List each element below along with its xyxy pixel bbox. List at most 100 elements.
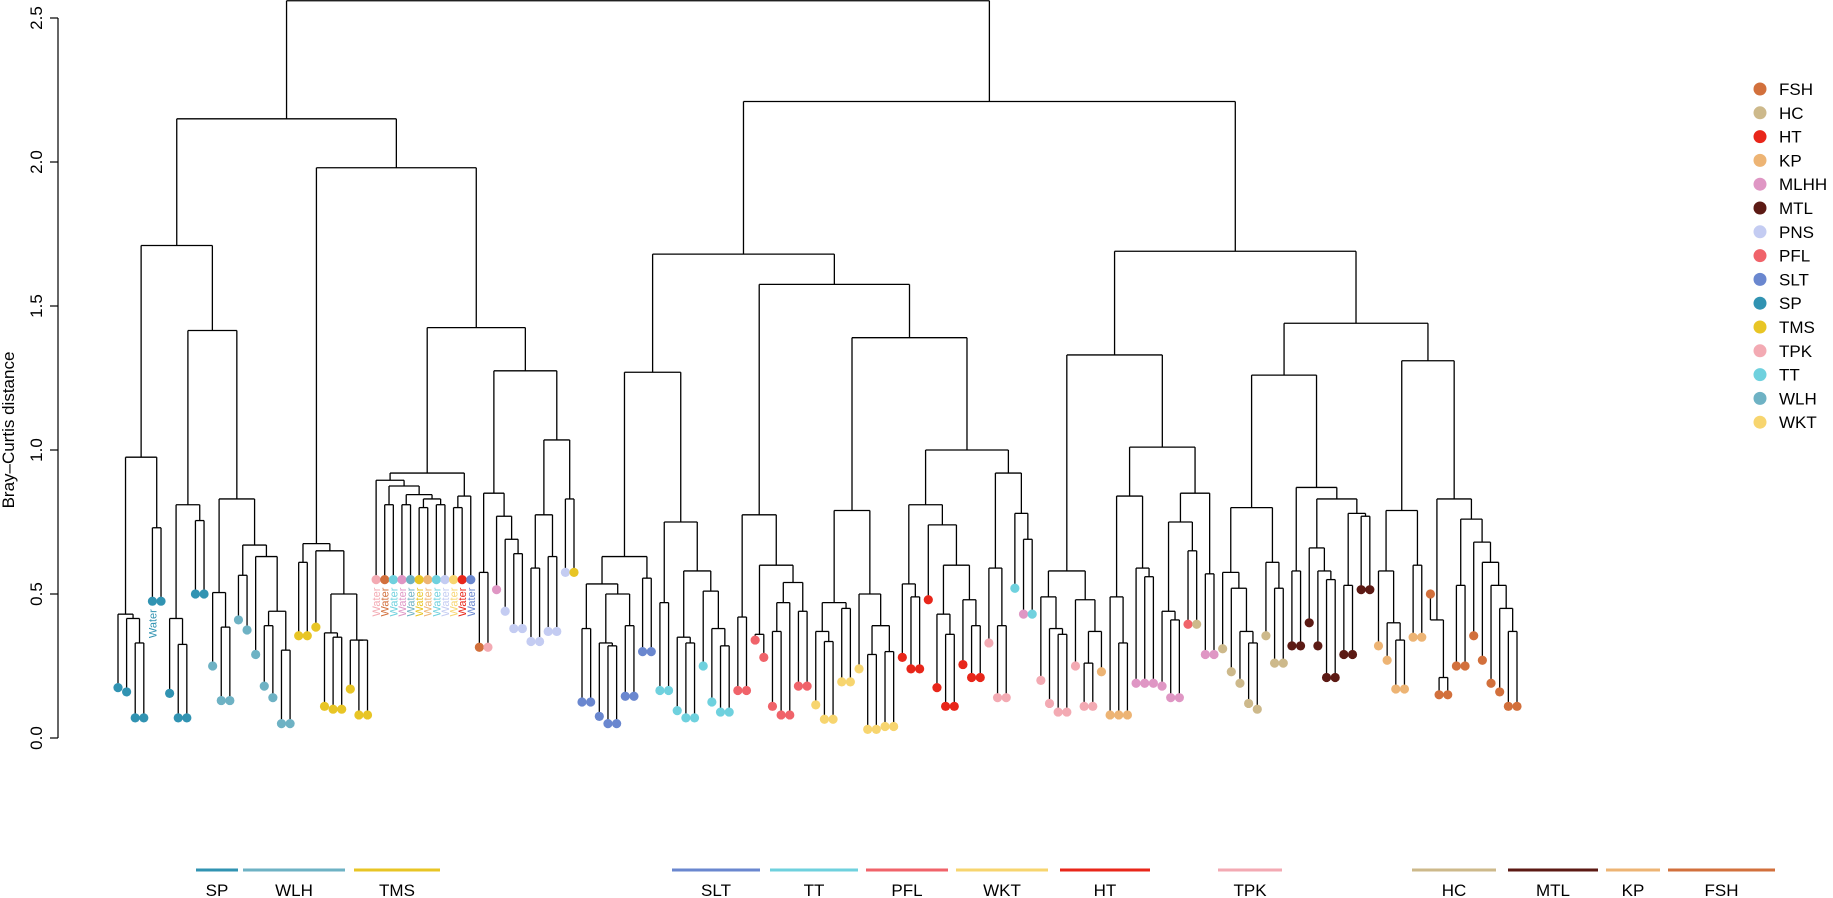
leaf-point [863, 724, 873, 734]
leaf-point [1192, 619, 1202, 629]
leaf-point [182, 713, 192, 723]
legend-marker [1753, 82, 1767, 96]
leaf-point [707, 697, 717, 707]
legend-marker [1753, 130, 1767, 144]
legend-marker [1753, 296, 1767, 310]
leaf-point [147, 596, 158, 606]
leaf-point [1269, 658, 1280, 668]
legend-marker [1753, 344, 1767, 358]
legend-marker [1753, 368, 1767, 382]
leaf-point [854, 664, 864, 674]
leaf-point [251, 649, 261, 660]
leaf-point [302, 631, 312, 641]
leaf-point [629, 691, 639, 701]
legend-marker [1753, 225, 1767, 239]
leaf-point [466, 575, 476, 585]
leaf-point [698, 661, 708, 671]
leaf-point [1140, 678, 1150, 688]
group-bars: SP WLH TMS SLT TT PFL WKT HT TPK HC MTL KP FSH [196, 868, 1775, 898]
leaf-point [724, 707, 734, 717]
leaf-point [776, 710, 786, 720]
group-label: FSH [1705, 881, 1739, 898]
leaf-point [1503, 701, 1513, 711]
leaf-point [122, 687, 132, 697]
legend-marker [1753, 415, 1767, 429]
water-leaf-label: Water [388, 587, 400, 616]
leaf-point [440, 575, 450, 585]
leaf-point [889, 721, 899, 732]
legend-label: MTL [1779, 199, 1813, 218]
leaf-point [612, 719, 622, 729]
leaf-point [500, 606, 510, 616]
legend-marker [1753, 201, 1767, 215]
leaf-point [560, 567, 570, 578]
leaf-point [828, 714, 838, 724]
leaf-point [388, 575, 398, 585]
leaf-point [233, 615, 244, 625]
leaf-point [276, 719, 287, 729]
leaf-point [1408, 632, 1418, 642]
leaf-point [1001, 693, 1011, 703]
leaf-point [380, 575, 390, 585]
leaf-point [517, 623, 527, 634]
leaf-point [941, 701, 951, 711]
leaf-point [414, 575, 424, 585]
leaf-point [285, 719, 295, 729]
leaf-point [1295, 641, 1306, 651]
leaf-point [845, 677, 855, 687]
legend-label: FSH [1779, 80, 1813, 99]
leaf-point [681, 713, 691, 723]
leaf-point [328, 704, 338, 714]
legend-marker [1753, 106, 1767, 120]
water-leaf-label: Water [423, 587, 435, 616]
group-label: WLH [275, 881, 313, 898]
legend-label: PNS [1779, 223, 1814, 242]
legend-label: HC [1779, 104, 1804, 123]
y-tick-label: 0.0 [27, 726, 46, 750]
group-label: PFL [891, 881, 922, 898]
water-leaf-label: Water [397, 587, 409, 616]
leaf-point [156, 596, 166, 606]
leaf-point [130, 713, 140, 723]
leaf-point [811, 700, 821, 710]
group-label: TT [804, 881, 825, 898]
leaf-point [534, 636, 545, 647]
leaf-point [491, 585, 502, 595]
leaf-point [1148, 678, 1158, 688]
leaf-point [509, 623, 519, 634]
legend-marker [1753, 320, 1767, 334]
leaf-point [837, 677, 847, 687]
leaf-point [1486, 678, 1496, 688]
group-label: HC [1442, 881, 1467, 898]
leaf-point [1235, 678, 1245, 688]
leaf-point [294, 631, 304, 641]
leaf-point [741, 685, 752, 696]
leaf-point [1304, 618, 1314, 628]
leaf-point [173, 713, 183, 723]
leaf-point [594, 711, 604, 722]
leaf-point [552, 626, 562, 637]
water-leaf-label: Water [431, 587, 443, 616]
y-axis-title: Bray–Curtis distance [0, 352, 18, 509]
leaf-point [932, 683, 942, 693]
legend-marker [1753, 391, 1767, 405]
leaf-point [1252, 704, 1262, 714]
group-label: SP [206, 881, 229, 898]
leaf-point [750, 635, 760, 645]
leaf-point [354, 710, 364, 720]
leaf-point [1495, 687, 1505, 697]
legend-label: WLH [1779, 389, 1817, 408]
legend-label: KP [1779, 151, 1802, 170]
y-tick-label: 2.5 [27, 6, 46, 30]
group-label: TPK [1233, 881, 1267, 898]
y-tick-label: 1.5 [27, 294, 46, 318]
leaf-point [1105, 710, 1115, 720]
leaf-point [663, 685, 674, 696]
water-leaf-label: Water [371, 587, 383, 616]
legend-marker [1753, 177, 1767, 191]
legend-label: HT [1779, 128, 1802, 147]
leaf-point [319, 701, 330, 711]
leaf-point [242, 625, 252, 635]
leaf-point [984, 638, 994, 648]
leaf-point [793, 681, 804, 691]
